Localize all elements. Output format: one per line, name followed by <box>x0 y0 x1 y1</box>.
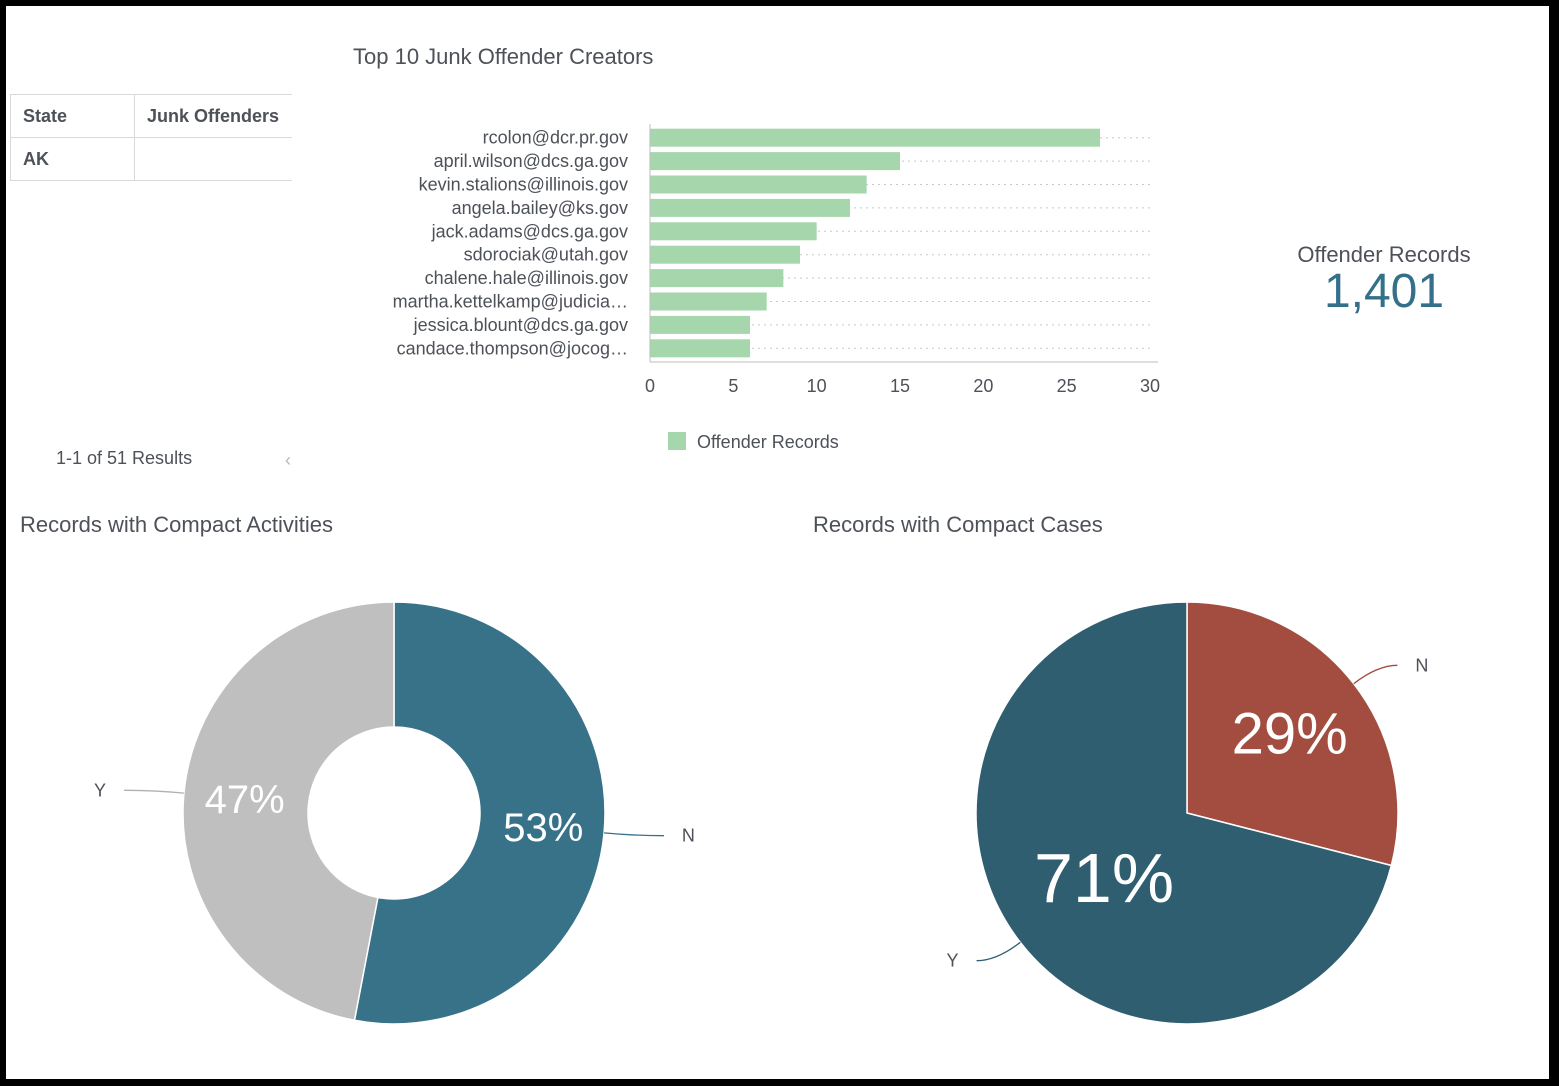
compact-activities-donut-chart: 53% N 47% Y <box>94 601 695 1025</box>
x-tick-label: 20 <box>973 376 993 396</box>
slice-percent-label: 53% <box>503 806 583 850</box>
bar-1 <box>650 128 1100 147</box>
slice-name-label: Y <box>947 951 959 971</box>
x-tick-label: 15 <box>890 376 910 396</box>
junk-offenders-table: State Junk Offenders AK <box>10 94 292 181</box>
kpi-value: 1,401 <box>1323 265 1445 318</box>
bar-8 <box>650 292 767 311</box>
bar-9 <box>650 315 750 334</box>
cases-chart-title: Records with Compact Cases <box>813 512 1103 537</box>
slice-y <box>975 601 1393 1025</box>
bar-4 <box>650 198 850 217</box>
slice-name-label: N <box>1415 655 1428 675</box>
chevron-left-icon[interactable]: ‹ <box>285 450 291 470</box>
x-tick-label: 0 <box>645 376 655 396</box>
slice-name-label: Y <box>94 780 106 800</box>
table-cell-state: AK <box>10 137 135 181</box>
pagination-status: 1-1 of 51 Results <box>56 448 193 468</box>
leader-line <box>976 941 1021 962</box>
activities-chart-title: Records with Compact Activities <box>20 512 333 537</box>
legend-label: Offender Records <box>697 432 839 452</box>
category-label: jack.adams@dcs.ga.gov <box>431 221 628 241</box>
bar-10 <box>650 339 750 358</box>
x-tick-label: 30 <box>1140 376 1160 396</box>
x-tick-label: 5 <box>728 376 738 396</box>
bar-chart-title: Top 10 Junk Offender Creators <box>353 44 654 69</box>
x-tick-label: 25 <box>1057 376 1077 396</box>
bar-6 <box>650 245 800 264</box>
leader-line <box>604 832 664 837</box>
table-header-row: State Junk Offenders <box>10 94 292 138</box>
kpi-label: Offender Records <box>1297 242 1471 267</box>
slice-n <box>353 601 606 1025</box>
bar-3 <box>650 175 867 194</box>
slice-name-label: N <box>682 826 695 846</box>
category-label: angela.bailey@ks.gov <box>452 198 628 218</box>
category-label: sdorociak@utah.gov <box>464 245 628 265</box>
category-label: rcolon@dcr.pr.gov <box>483 128 628 148</box>
category-label: april.wilson@dcs.ga.gov <box>434 151 628 171</box>
column-header-state[interactable]: State <box>10 94 135 138</box>
bar-2 <box>650 152 900 171</box>
slice-y <box>182 601 395 1022</box>
slice-percent-label: 29% <box>1232 702 1348 767</box>
bar-7 <box>650 269 784 288</box>
table-row[interactable]: AK <box>10 137 292 181</box>
slice-percent-label: 71% <box>1034 839 1174 917</box>
bar-5 <box>650 222 817 241</box>
column-header-junk-offenders[interactable]: Junk Offenders <box>134 94 292 138</box>
slice-percent-label: 47% <box>205 778 285 822</box>
leader-line <box>1353 664 1398 685</box>
table-cell-junk-offenders <box>134 137 292 181</box>
category-label: candace.thompson@jocog… <box>397 338 628 358</box>
category-label: chalene.hale@illinois.gov <box>425 268 628 288</box>
category-label: jessica.blount@dcs.ga.gov <box>413 315 628 335</box>
leader-line <box>124 789 184 794</box>
category-label: martha.kettelkamp@judicia… <box>393 292 628 312</box>
compact-cases-pie-chart: 29% N 71% Y <box>947 601 1428 1025</box>
legend-swatch <box>668 432 686 450</box>
dashboard-canvas: State Junk Offenders AK 1-1 of 51 Result… <box>6 6 1549 1079</box>
junk-offender-bar-chart: rcolon@dcr.pr.gov april.wilson@dcs.ga.gov… <box>393 124 1160 452</box>
category-label: kevin.stalions@illinois.gov <box>419 175 628 195</box>
x-tick-label: 10 <box>807 376 827 396</box>
